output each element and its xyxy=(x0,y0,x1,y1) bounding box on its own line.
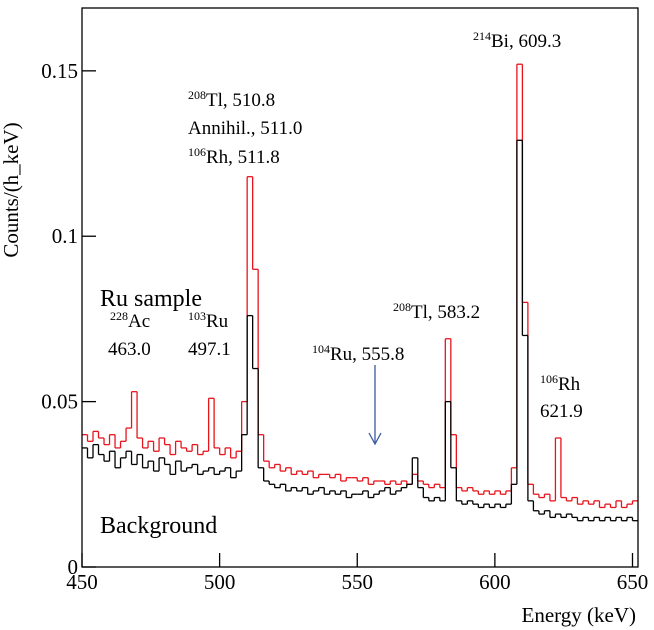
y-axis-label: Counts/(h_keV) xyxy=(0,122,23,257)
annotations: 208Tl, 510.8 Annihil., 511.0 106Rh, 511.… xyxy=(108,29,583,422)
x-tick-label: 450 xyxy=(66,570,98,594)
x-tick-label: 550 xyxy=(341,570,373,594)
annotation: 208Tl, 510.8 xyxy=(188,88,275,111)
annotation-text: Tl, 583.2 xyxy=(411,302,480,323)
annotation: 106Rh, 511.8 xyxy=(188,145,280,168)
x-tick-label: 650 xyxy=(617,570,649,594)
plot-frame xyxy=(81,7,639,568)
annotation-text: 621.9 xyxy=(540,401,583,422)
annotation: 104Ru, 555.8 xyxy=(312,342,404,365)
y-tick-label: 0 xyxy=(68,555,79,579)
superscript: 104 xyxy=(312,342,330,356)
y-tick-label: 0.05 xyxy=(41,390,78,414)
annotation-text: 463.0 xyxy=(108,339,151,360)
annotation: 621.9 xyxy=(540,401,583,422)
x-tick-label: 600 xyxy=(479,570,511,594)
annotation-text: Ac xyxy=(128,311,150,332)
annotation-text: Tl, 510.8 xyxy=(206,90,275,111)
superscript: 106 xyxy=(540,372,558,386)
superscript: 214 xyxy=(473,29,491,43)
annotation: 106Rh xyxy=(540,372,581,395)
superscript: 208 xyxy=(393,300,411,314)
arrow-head xyxy=(368,432,382,446)
annotation: 463.0 xyxy=(108,339,151,360)
annotation: 103Ru xyxy=(188,309,229,332)
legend-ru: Ru sample xyxy=(100,286,202,312)
superscript: 106 xyxy=(188,145,206,159)
annotation-text: Bi, 609.3 xyxy=(491,31,561,52)
x-tick-label: 500 xyxy=(204,570,236,594)
annotation: 228Ac xyxy=(110,309,150,332)
y-tick-label: 0.15 xyxy=(41,59,78,83)
superscript: 228 xyxy=(110,309,128,323)
annotation: 208Tl, 583.2 xyxy=(393,300,480,323)
annotation-text: Annihil., 511.0 xyxy=(188,118,302,139)
y-tick-label: 0.1 xyxy=(52,224,78,248)
superscript: 103 xyxy=(188,309,206,323)
annotation: 497.1 xyxy=(188,339,231,360)
legend-background: Background xyxy=(100,513,217,539)
annotation: Annihil., 511.0 xyxy=(188,118,302,139)
annotation: 214Bi, 609.3 xyxy=(473,29,561,52)
annotation-text: Rh xyxy=(558,374,581,395)
annotation-text: Ru xyxy=(206,311,229,332)
annotation-text: Rh, 511.8 xyxy=(206,147,280,168)
x-axis-label: Energy (keV) xyxy=(522,603,637,627)
annotation-text: 497.1 xyxy=(188,339,231,360)
annotation-text: Ru, 555.8 xyxy=(330,344,404,365)
superscript: 208 xyxy=(188,88,206,102)
